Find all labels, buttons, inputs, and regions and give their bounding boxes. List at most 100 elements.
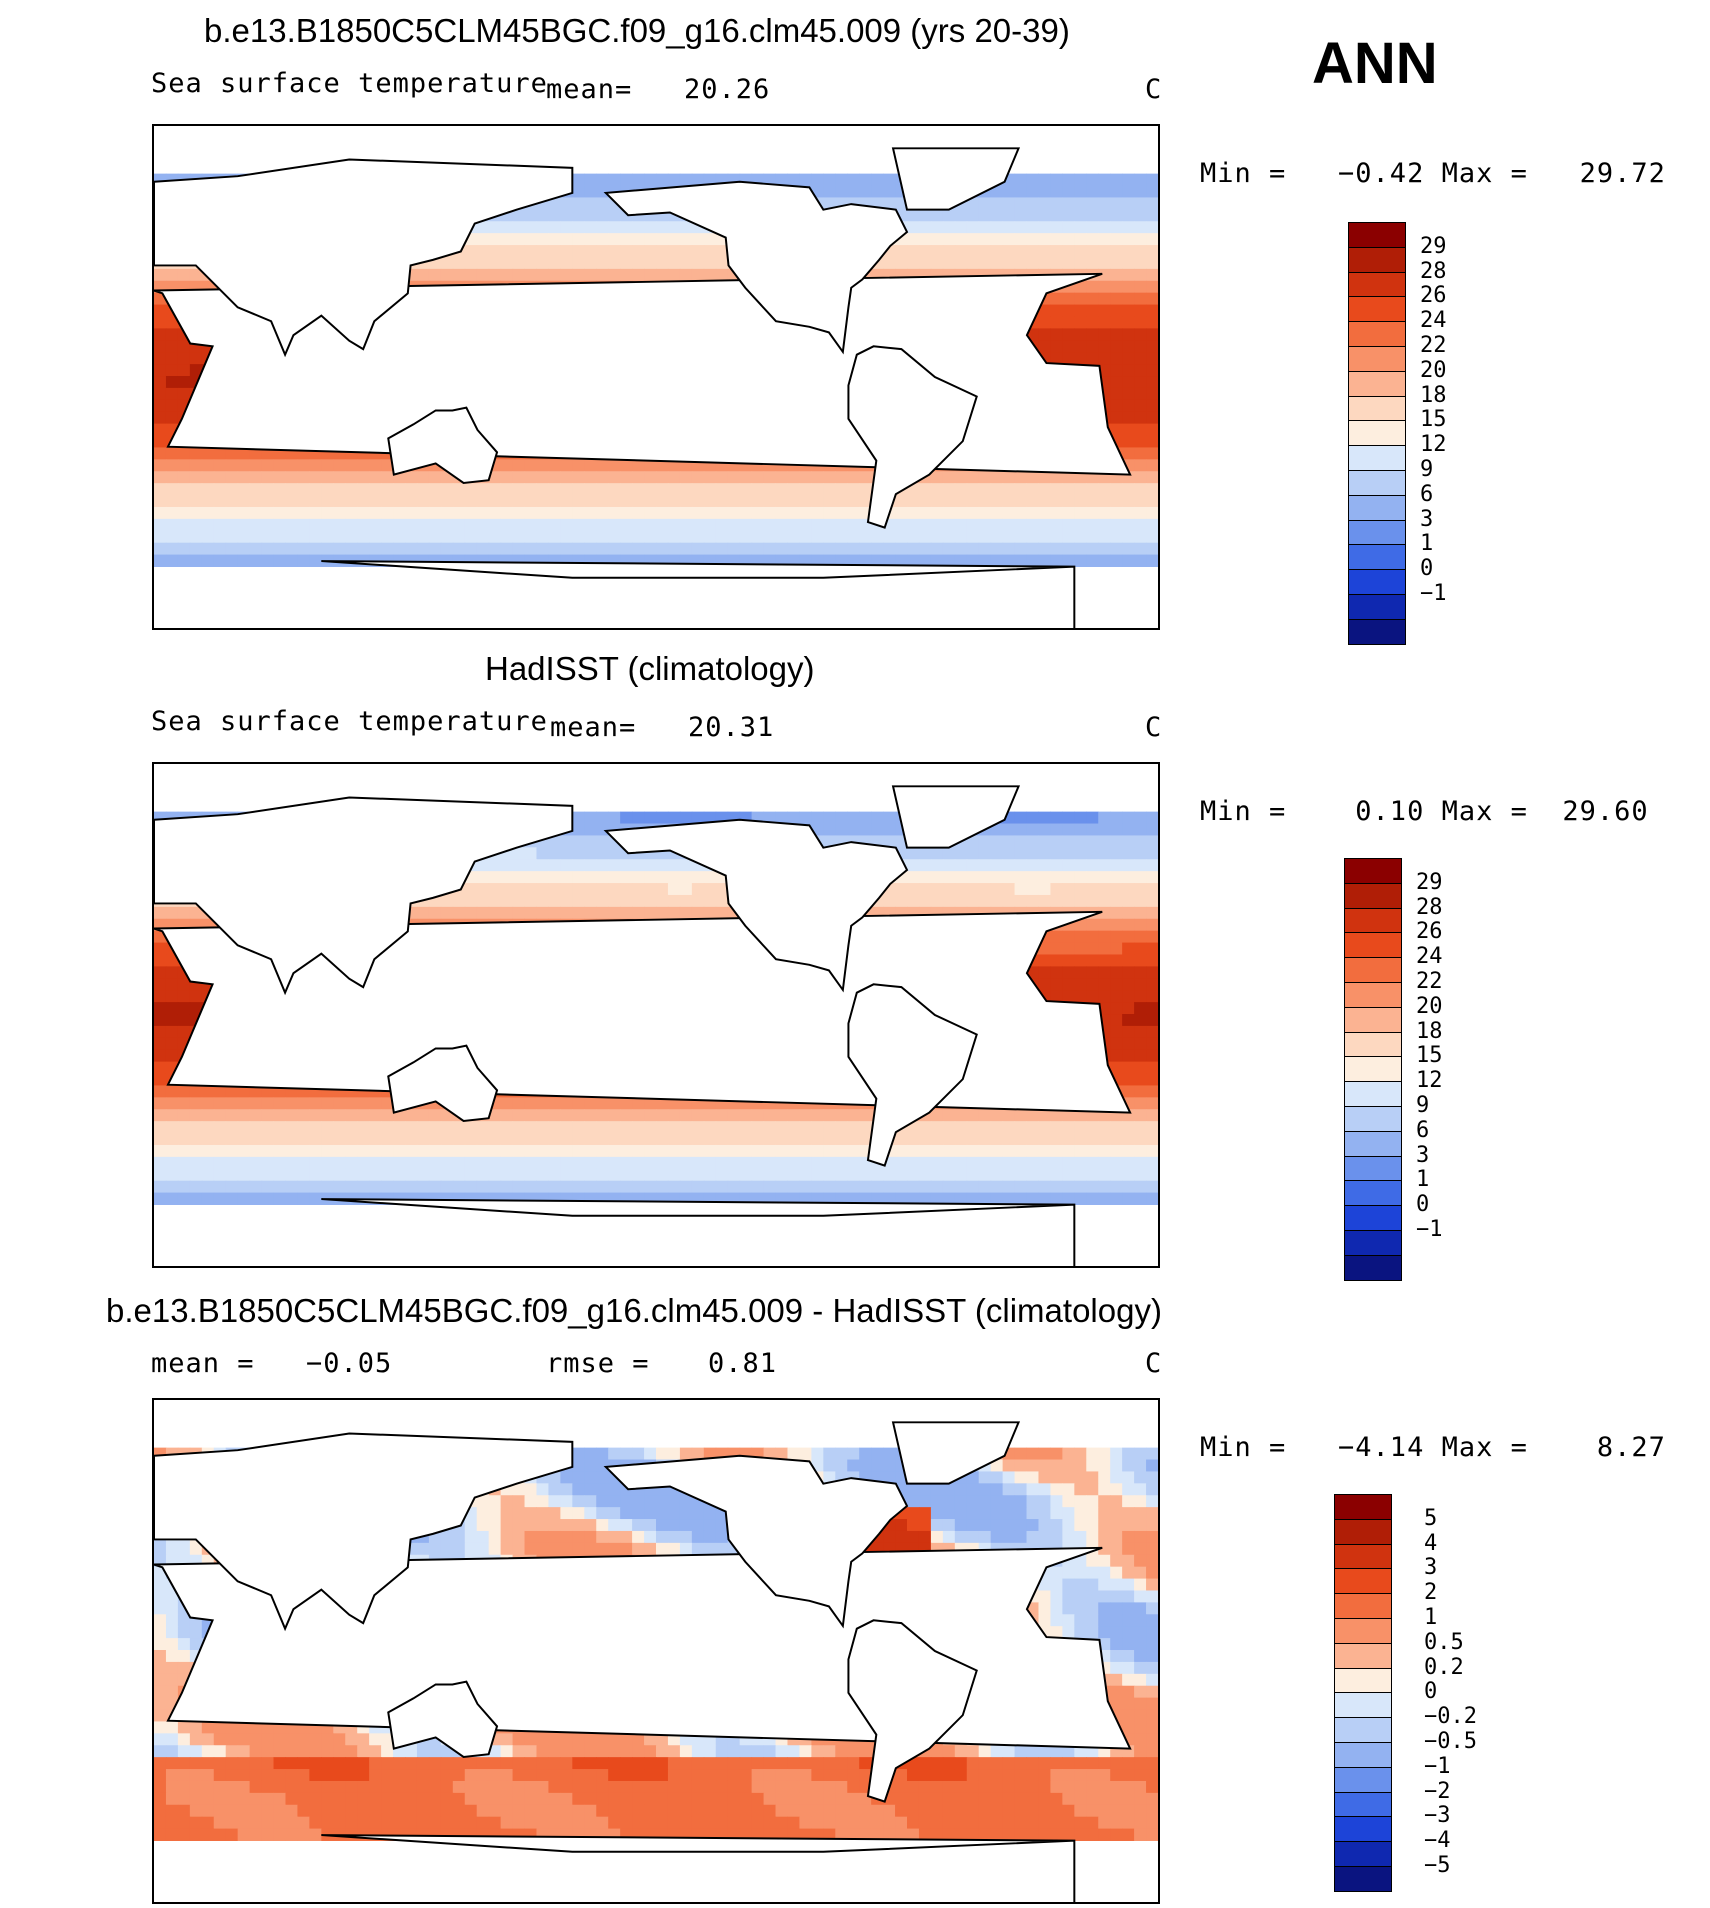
field-cell	[154, 530, 167, 544]
field-cell	[596, 173, 609, 187]
field-cell	[548, 835, 561, 848]
field-cell	[1062, 221, 1075, 234]
panel2-minmax: Min = 0.10 Max = 29.60	[1200, 796, 1649, 827]
field-cell	[464, 268, 478, 282]
field-cell	[1014, 554, 1028, 567]
field-cell	[978, 894, 992, 908]
field-cell	[667, 894, 681, 908]
field-cell	[584, 847, 597, 860]
field-cell	[1074, 292, 1087, 306]
field-cell	[154, 1014, 167, 1027]
field-cell	[452, 530, 466, 544]
field-cell	[177, 447, 191, 460]
field-cell	[620, 483, 633, 496]
field-cell	[679, 506, 693, 520]
field-cell	[679, 233, 693, 246]
field-cell	[907, 209, 920, 222]
field-cell	[799, 1109, 812, 1122]
field-cell	[1098, 871, 1111, 884]
field-cell	[237, 1085, 251, 1098]
field-cell	[165, 471, 179, 484]
colorbar-swatch	[1348, 271, 1406, 298]
field-cell	[297, 518, 310, 532]
field-cell	[237, 506, 251, 520]
field-cell	[918, 495, 932, 508]
field-cell	[1014, 1109, 1028, 1122]
field-cell	[321, 495, 334, 508]
field-cell	[488, 506, 502, 520]
field-cell	[763, 542, 777, 556]
field-cell	[189, 447, 203, 460]
field-cell	[154, 1061, 167, 1075]
field-cell	[1110, 197, 1123, 210]
field-cell	[189, 542, 203, 556]
field-cell	[524, 1109, 537, 1122]
field-cell	[1146, 197, 1158, 210]
field-cell	[189, 268, 203, 282]
field-cell	[679, 268, 693, 282]
field-cell	[572, 495, 585, 508]
field-cell	[1098, 173, 1111, 187]
field-cell	[1074, 871, 1087, 884]
field-cell	[1122, 435, 1135, 448]
field-cell	[524, 471, 537, 484]
field-cell	[285, 495, 298, 508]
field-cell	[978, 835, 992, 848]
field-cell	[309, 506, 322, 520]
field-cell	[1062, 233, 1075, 246]
field-cell	[715, 256, 729, 270]
field-cell	[1074, 185, 1087, 198]
field-cell	[930, 1109, 944, 1122]
field-cell	[165, 1025, 179, 1039]
colorbar-swatch	[1348, 569, 1406, 595]
field-cell	[154, 471, 167, 484]
field-cell	[357, 483, 370, 496]
field-cell	[1134, 423, 1147, 437]
field-cell	[201, 542, 215, 556]
colorbar-swatch	[1348, 296, 1406, 323]
field-cell	[799, 506, 812, 520]
field-cell	[1014, 221, 1028, 234]
field-cell	[1122, 894, 1135, 908]
field-cell	[691, 268, 705, 282]
field-cell	[1074, 954, 1087, 967]
field-cell	[895, 883, 908, 896]
field-cell	[883, 173, 896, 187]
field-cell	[596, 185, 609, 198]
field-cell	[1110, 1037, 1123, 1051]
field-cell	[189, 506, 203, 520]
field-cell	[1122, 209, 1135, 222]
field-cell	[273, 471, 286, 484]
field-cell	[572, 233, 585, 246]
field-cell	[930, 554, 944, 567]
field-cell	[213, 1085, 227, 1098]
field-cell	[1074, 495, 1087, 508]
field-cell	[249, 483, 263, 496]
field-cell	[261, 506, 275, 520]
coastline	[847, 345, 978, 529]
field-cell	[333, 530, 346, 544]
field-cell	[596, 1097, 609, 1110]
field-cell	[667, 483, 681, 496]
field-cell	[1134, 328, 1147, 341]
field-cell	[835, 1109, 848, 1122]
field-cell	[536, 883, 549, 896]
field-cell	[918, 530, 932, 544]
field-cell	[1086, 859, 1099, 872]
field-cell	[679, 471, 693, 484]
field-cell	[990, 221, 1004, 234]
field-cell	[560, 1109, 573, 1122]
field-cell	[512, 530, 526, 544]
field-cell	[644, 811, 657, 825]
field-cell	[1098, 978, 1111, 991]
field-cell	[715, 518, 729, 532]
field-cell	[1002, 530, 1016, 544]
field-cell	[1050, 883, 1063, 896]
field-cell	[381, 506, 394, 520]
field-cell	[1050, 835, 1063, 848]
colorbar-label: 18	[1420, 382, 1447, 408]
field-cell	[1062, 835, 1075, 848]
field-cell	[787, 506, 800, 520]
field-cell	[1110, 245, 1123, 258]
field-cell	[1026, 542, 1039, 556]
